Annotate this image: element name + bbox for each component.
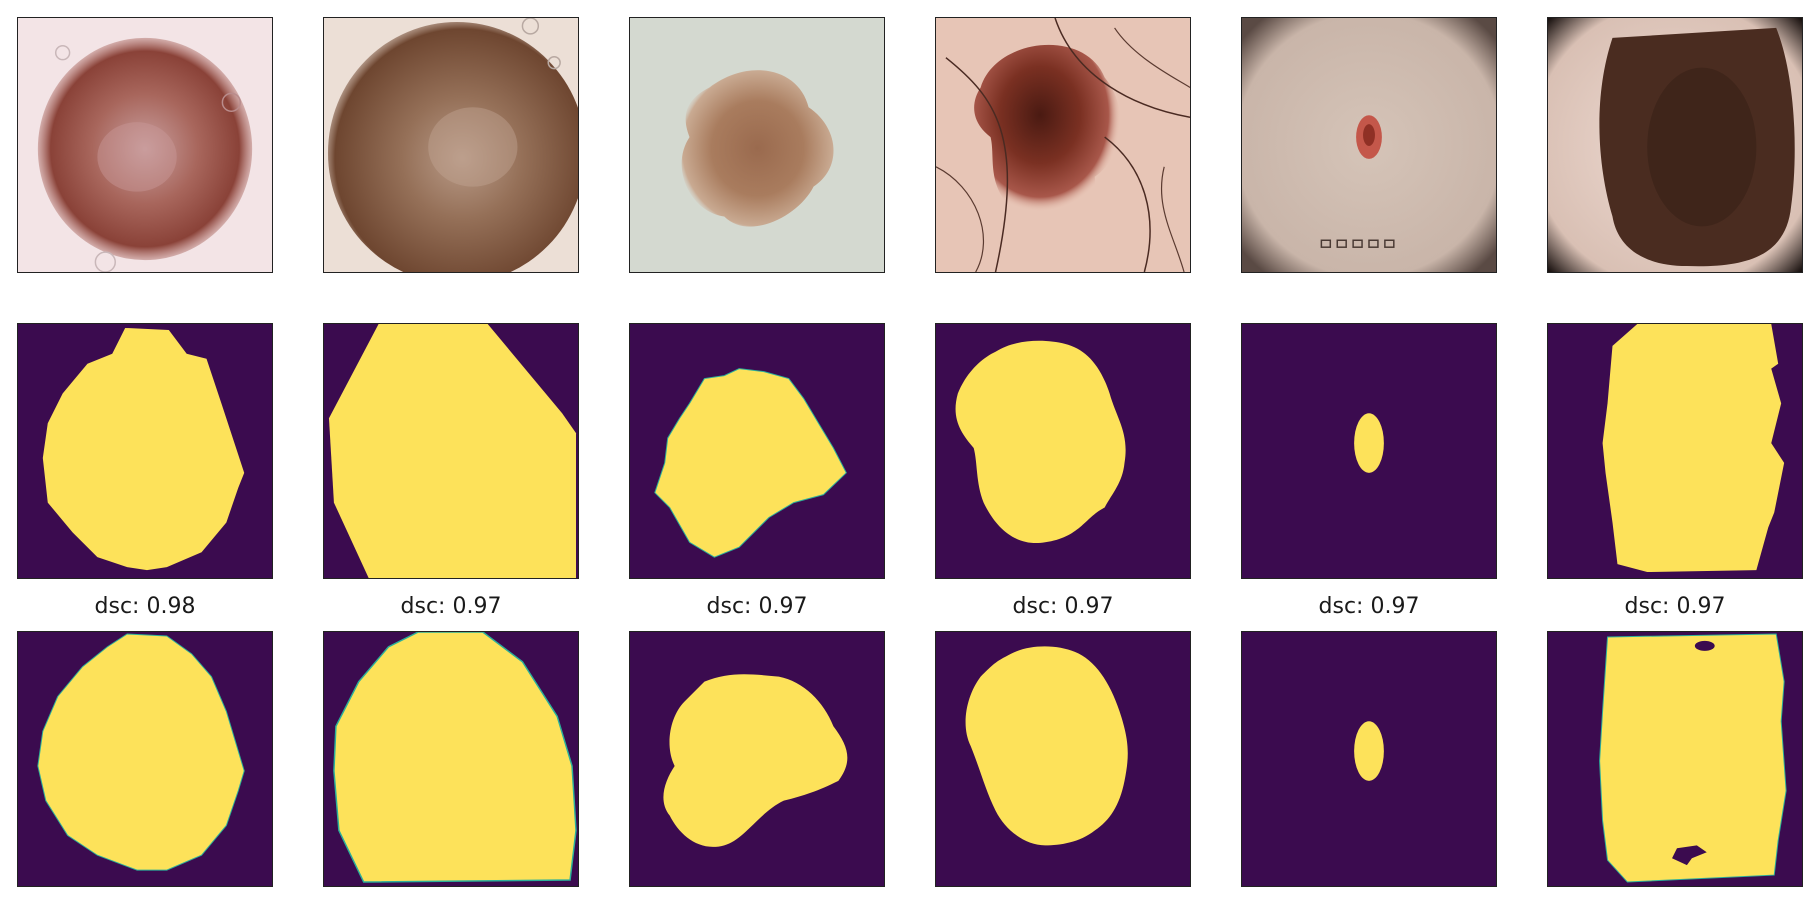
ground-truth-mask-4: [935, 323, 1191, 579]
ground-truth-mask-6: [1547, 323, 1803, 579]
dsc-score-2: dsc: 0.97: [400, 594, 502, 619]
predicted-mask-3: [629, 631, 885, 887]
ground-truth-mask-2: [323, 323, 579, 579]
dermoscopy-image-5: [1241, 17, 1497, 273]
ground-truth-mask-3: [629, 323, 885, 579]
dsc-score-4: dsc: 0.97: [1012, 594, 1114, 619]
dsc-score-6: dsc: 0.97: [1624, 594, 1726, 619]
dermoscopy-image-6: [1547, 17, 1803, 273]
dsc-score-1: dsc: 0.98: [94, 594, 196, 619]
dermoscopy-image-2: [323, 17, 579, 273]
dsc-score-3: dsc: 0.97: [706, 594, 808, 619]
dsc-score-5: dsc: 0.97: [1318, 594, 1420, 619]
predicted-mask-5: [1241, 631, 1497, 887]
dermoscopy-image-1: [17, 17, 273, 273]
dermoscopy-image-3: [629, 17, 885, 273]
ground-truth-mask-5: [1241, 323, 1497, 579]
predicted-mask-1: [17, 631, 273, 887]
ground-truth-mask-1: [17, 323, 273, 579]
dermoscopy-image-4: [935, 17, 1191, 273]
predicted-mask-6: [1547, 631, 1803, 887]
predicted-mask-2: [323, 631, 579, 887]
predicted-mask-4: [935, 631, 1191, 887]
